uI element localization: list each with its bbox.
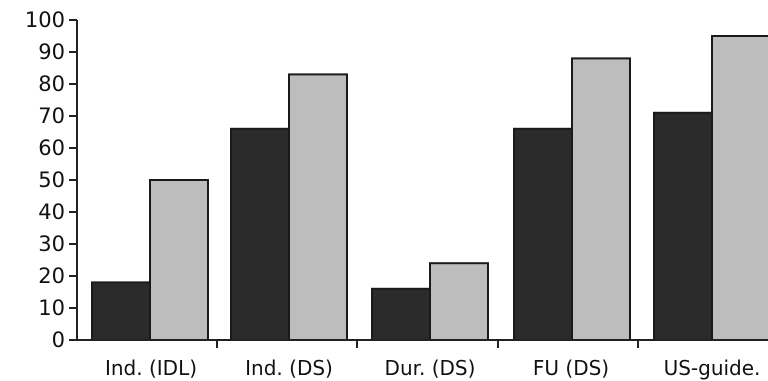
y-tick-label: 40 <box>38 200 65 224</box>
bar <box>429 262 489 342</box>
bar <box>513 127 573 341</box>
bar <box>711 35 768 341</box>
y-tick-label: 0 <box>52 328 65 352</box>
y-tick-label: 80 <box>38 72 65 96</box>
y-tick-label: 100 <box>25 8 65 32</box>
x-category-label: Ind. (DS) <box>245 356 333 380</box>
x-category-label: Dur. (DS) <box>385 356 476 380</box>
bar <box>91 281 151 341</box>
bar <box>653 111 713 341</box>
y-tick-label: 60 <box>38 136 65 160</box>
bar <box>230 127 290 341</box>
x-category-label: FU (DS) <box>533 356 609 380</box>
y-tick-label: 20 <box>38 264 65 288</box>
bar <box>371 287 431 341</box>
y-tick-label: 30 <box>38 232 65 256</box>
y-tick-label: 50 <box>38 168 65 192</box>
y-tick-label: 70 <box>38 104 65 128</box>
y-tick-label: 90 <box>38 40 65 64</box>
x-axis: Ind. (IDL) Ind. (DS) Dur. (DS) FU (DS) US-gu… <box>69 339 768 380</box>
bars <box>91 35 768 342</box>
y-tick-label: 10 <box>38 296 65 320</box>
x-category-label: US-guide. <box>664 356 761 380</box>
bar <box>288 73 348 342</box>
bar <box>149 179 209 341</box>
x-category-label: Ind. (IDL) <box>105 356 197 380</box>
bar <box>571 57 631 342</box>
y-axis: 0 10 20 30 40 50 60 70 80 90 100 <box>25 8 78 352</box>
